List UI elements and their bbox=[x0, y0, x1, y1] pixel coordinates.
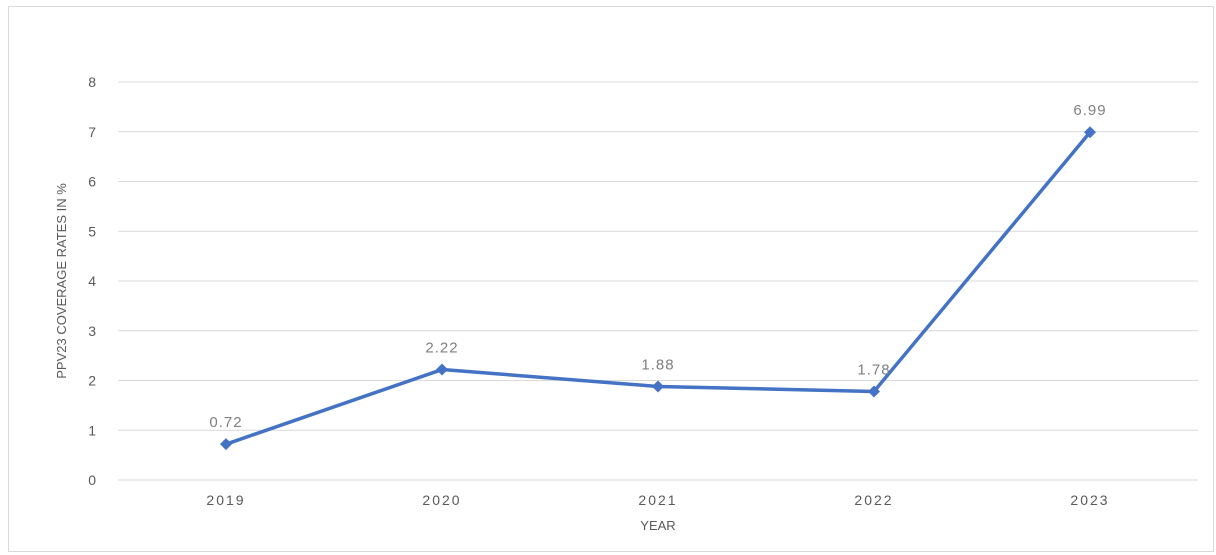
data-point-marker bbox=[868, 385, 880, 398]
x-axis-title: YEAR bbox=[640, 518, 675, 533]
y-tick-label: 1 bbox=[88, 422, 96, 438]
x-tick-label: 2023 bbox=[1070, 492, 1109, 508]
series-line bbox=[224, 130, 1092, 446]
data-point-marker bbox=[220, 438, 232, 451]
y-tick-label: 7 bbox=[88, 124, 96, 140]
x-tick-label: 2021 bbox=[638, 492, 677, 508]
y-tick-label: 2 bbox=[88, 373, 96, 389]
x-axis-ticks: 2019 2020 2021 2022 2023 bbox=[206, 492, 1109, 508]
data-point-marker bbox=[652, 380, 664, 393]
series-line-group bbox=[224, 130, 1092, 446]
y-axis-ticks: 0 1 2 3 4 5 6 7 8 bbox=[88, 74, 96, 488]
y-tick-label: 8 bbox=[88, 74, 96, 90]
x-tick-label: 2022 bbox=[854, 492, 893, 508]
data-labels: 0.72 2.22 1.88 1.78 6.99 bbox=[209, 102, 1106, 431]
data-label: 1.78 bbox=[857, 361, 890, 378]
y-axis-title: PPV23 COVERAGE RATES IN % bbox=[54, 183, 69, 379]
data-point-marker bbox=[436, 363, 448, 376]
y-tick-label: 3 bbox=[88, 323, 96, 339]
x-tick-label: 2020 bbox=[422, 492, 461, 508]
y-tick-label: 0 bbox=[88, 472, 96, 488]
data-label: 6.99 bbox=[1073, 102, 1106, 119]
data-point-marker bbox=[1084, 126, 1096, 139]
data-label: 1.88 bbox=[641, 356, 674, 373]
series-markers bbox=[220, 126, 1096, 451]
data-label: 2.22 bbox=[425, 340, 458, 357]
y-tick-label: 6 bbox=[88, 174, 96, 190]
gridlines bbox=[118, 81, 1198, 481]
y-tick-label: 4 bbox=[88, 273, 96, 289]
x-tick-label: 2019 bbox=[206, 492, 245, 508]
y-tick-label: 5 bbox=[88, 223, 96, 239]
data-label: 0.72 bbox=[209, 414, 242, 431]
chart-frame bbox=[8, 6, 1214, 552]
